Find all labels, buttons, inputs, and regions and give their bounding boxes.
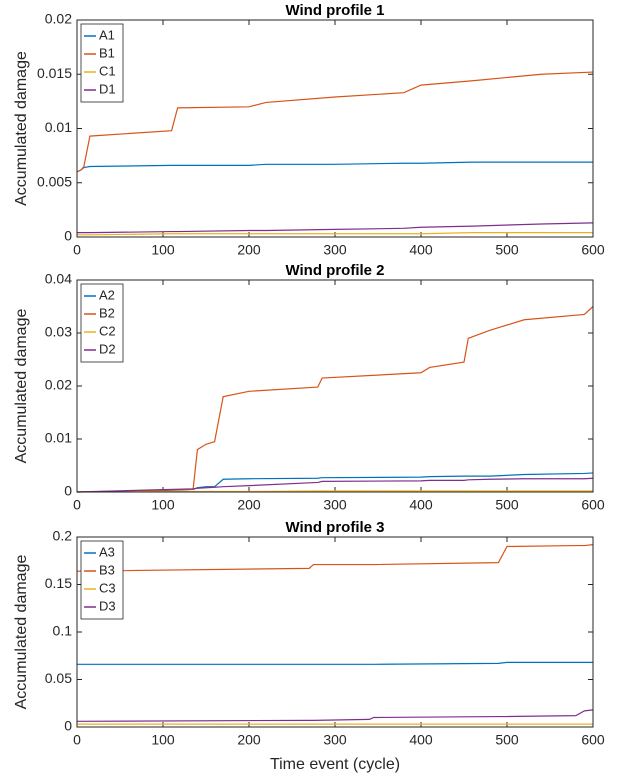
legend-label: D2 (99, 341, 116, 356)
y-tick-label: 0.03 (45, 324, 72, 340)
x-tick-label: 0 (73, 242, 81, 258)
y-axis-label: Accumulated damage (13, 309, 30, 464)
y-axis-label: Accumulated damage (13, 555, 30, 710)
series-line (77, 232, 593, 236)
x-tick-label: 600 (581, 242, 605, 258)
chart-title: Wind profile 2 (285, 262, 384, 279)
legend-label: A3 (99, 544, 115, 559)
y-tick-label: 0.2 (53, 528, 73, 544)
legend-box (80, 540, 124, 620)
axes-box (76, 279, 594, 493)
x-tick-label: 500 (495, 497, 519, 513)
y-tick-label: 0.02 (45, 377, 72, 393)
y-tick-label: 0.15 (45, 575, 72, 591)
legend-label: B1 (99, 45, 115, 60)
axes-box (76, 536, 594, 728)
x-tick-label: 600 (581, 497, 605, 513)
y-tick-label: 0 (64, 718, 72, 734)
legend-label: B2 (99, 305, 115, 320)
series-line (76, 490, 593, 493)
y-tick-label: 0.02 (45, 11, 72, 27)
y-tick-label: 0.01 (45, 119, 72, 135)
x-tick-label: 100 (151, 242, 175, 258)
x-tick-label: 300 (323, 242, 347, 258)
x-tick-label: 0 (73, 497, 81, 513)
series-line (76, 161, 593, 173)
x-tick-label: 400 (409, 732, 433, 748)
x-tick-label: 500 (495, 242, 519, 258)
y-axis-label: Accumulated damage (13, 51, 30, 206)
chart-title: Wind profile 3 (285, 519, 384, 536)
legend-box (80, 23, 124, 103)
x-tick-label: 200 (237, 732, 261, 748)
series-line (76, 71, 594, 173)
legend-label: A2 (99, 287, 115, 302)
y-tick-label: 0 (64, 483, 72, 499)
series-line (76, 477, 594, 493)
legend-label: C2 (99, 323, 116, 338)
y-tick-label: 0.05 (45, 670, 72, 686)
legend-label: B3 (99, 562, 115, 577)
legend-label: D1 (99, 81, 116, 96)
x-tick-label: 200 (237, 242, 261, 258)
legend-label: A1 (99, 27, 115, 42)
x-tick-label: 400 (409, 242, 433, 258)
x-tick-label: 0 (73, 732, 81, 748)
chart-title: Wind profile 1 (285, 2, 384, 19)
series-line (77, 661, 593, 665)
series-line (76, 306, 594, 493)
x-axis-label: Time event (cycle) (270, 756, 400, 773)
legend-label: C1 (99, 63, 116, 78)
x-tick-label: 400 (409, 497, 433, 513)
x-tick-label: 200 (237, 497, 261, 513)
y-tick-label: 0.1 (53, 623, 73, 639)
legend-box (80, 283, 124, 363)
x-tick-label: 300 (323, 497, 347, 513)
series-line (76, 544, 594, 572)
y-tick-label: 0.005 (37, 173, 72, 189)
series-line (77, 222, 594, 234)
x-tick-label: 500 (495, 732, 519, 748)
x-tick-label: 100 (151, 497, 175, 513)
y-tick-label: 0.015 (37, 65, 72, 81)
x-tick-label: 300 (323, 732, 347, 748)
series-line (76, 709, 594, 722)
x-tick-label: 100 (151, 732, 175, 748)
legend-label: D3 (99, 598, 116, 613)
legend-label: C3 (99, 580, 116, 595)
axes-box (76, 19, 594, 238)
y-tick-label: 0.01 (45, 430, 72, 446)
y-tick-label: 0 (64, 228, 72, 244)
x-tick-label: 600 (581, 732, 605, 748)
y-tick-label: 0.04 (45, 271, 72, 287)
